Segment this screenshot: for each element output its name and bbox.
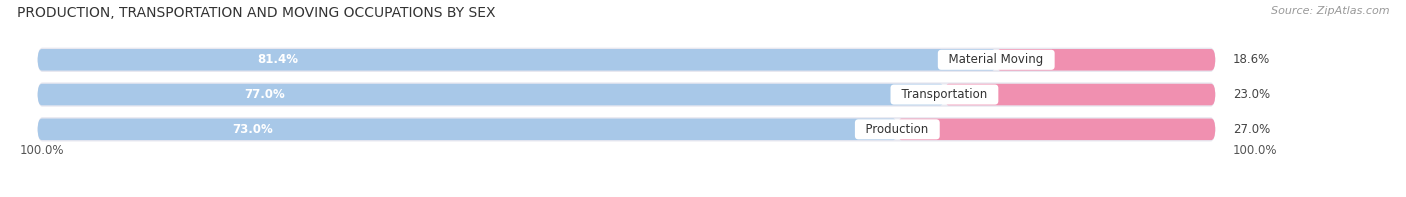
- FancyBboxPatch shape: [38, 82, 1215, 107]
- Text: 100.0%: 100.0%: [20, 144, 65, 157]
- Text: 27.0%: 27.0%: [1233, 123, 1270, 136]
- FancyBboxPatch shape: [38, 48, 1215, 72]
- Text: PRODUCTION, TRANSPORTATION AND MOVING OCCUPATIONS BY SEX: PRODUCTION, TRANSPORTATION AND MOVING OC…: [17, 6, 495, 20]
- FancyBboxPatch shape: [897, 119, 1215, 140]
- FancyBboxPatch shape: [38, 85, 1215, 104]
- FancyBboxPatch shape: [38, 120, 1215, 139]
- FancyBboxPatch shape: [945, 84, 1215, 105]
- Text: Material Moving: Material Moving: [942, 53, 1052, 66]
- Text: Production: Production: [859, 123, 936, 136]
- FancyBboxPatch shape: [38, 50, 1215, 70]
- Text: 73.0%: 73.0%: [232, 123, 273, 136]
- Text: 100.0%: 100.0%: [1233, 144, 1278, 157]
- FancyBboxPatch shape: [997, 49, 1215, 71]
- Text: Source: ZipAtlas.com: Source: ZipAtlas.com: [1271, 6, 1389, 16]
- FancyBboxPatch shape: [38, 119, 897, 140]
- Text: 81.4%: 81.4%: [257, 53, 298, 66]
- FancyBboxPatch shape: [38, 84, 945, 105]
- Text: 77.0%: 77.0%: [243, 88, 284, 101]
- Text: 18.6%: 18.6%: [1233, 53, 1270, 66]
- FancyBboxPatch shape: [38, 49, 997, 71]
- Text: 23.0%: 23.0%: [1233, 88, 1270, 101]
- Text: Transportation: Transportation: [894, 88, 995, 101]
- FancyBboxPatch shape: [38, 117, 1215, 141]
